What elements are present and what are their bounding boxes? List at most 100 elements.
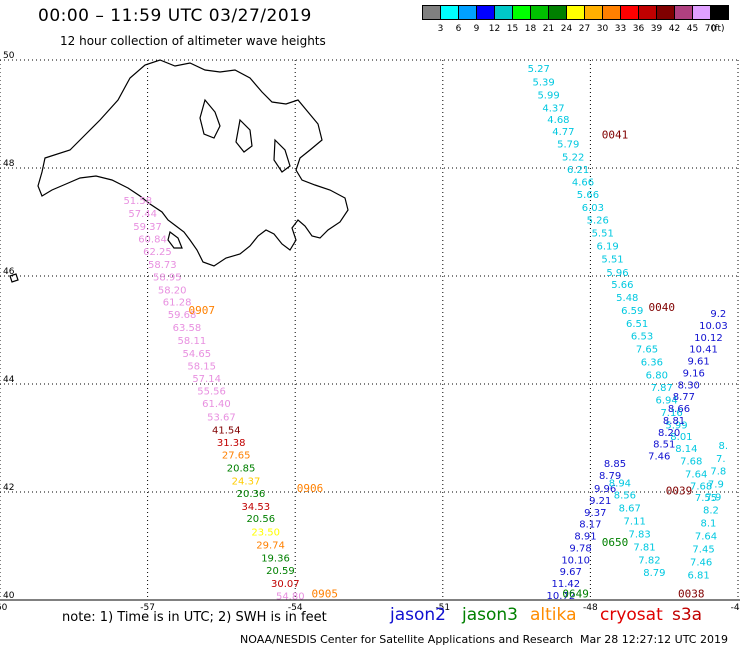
wave-height-value: 58.73 <box>148 260 177 271</box>
wave-height-value: 4.37 <box>542 103 564 114</box>
wave-height-value: 6.94 <box>656 395 678 406</box>
satellite-label-altika: altika <box>530 605 577 625</box>
wave-height-value: 58.15 <box>187 361 216 372</box>
scale-label: 24 <box>560 24 573 34</box>
scale-label: 33 <box>614 24 627 34</box>
generated-timestamp: Mar 28 12:27:12 UTC 2019 <box>580 633 728 646</box>
wave-height-value: 7.83 <box>628 529 650 540</box>
wave-height-value: 7.81 <box>633 542 655 553</box>
scale-label: 36 <box>632 24 645 34</box>
pass-time-label: 0039 <box>666 485 693 498</box>
wave-height-value: 7.68 <box>690 481 712 492</box>
scale-swatch <box>710 5 729 20</box>
axis-tick-labels: -60 -57 -54 -51 -48 -45 50 48 46 44 42 40 <box>0 51 740 613</box>
lat-tick-label: 42 <box>3 483 14 493</box>
wave-height-value: 27.65 <box>222 451 251 462</box>
wave-height-value: 4.66 <box>572 177 594 188</box>
wave-height-value: 59.68 <box>168 310 197 321</box>
wave-height-value: 57.14 <box>192 374 221 385</box>
wave-height-value: 58.95 <box>153 272 182 283</box>
wave-height-value: 7.87 <box>651 383 673 394</box>
wave-height-value: 8.2 <box>703 506 719 517</box>
wave-height-value: 7.68 <box>680 456 702 467</box>
wave-height-value: 6.19 <box>596 242 618 253</box>
wave-height-value: 51.58 <box>123 196 152 207</box>
wave-height-value: 8.77 <box>673 392 695 403</box>
wave-height-value: 6.59 <box>621 306 643 317</box>
wave-height-value: 10.12 <box>694 333 723 344</box>
wave-height-value: 8.20 <box>658 428 680 439</box>
wave-height-value: 5.99 <box>537 90 559 101</box>
wave-height-value: 5.51 <box>601 255 623 266</box>
wave-height-value: 6.03 <box>582 203 604 214</box>
wave-height-value: 8.67 <box>619 503 641 514</box>
wave-height-value: 9.67 <box>560 567 582 578</box>
lat-tick-label: 50 <box>3 51 15 61</box>
wave-height-value: 5.51 <box>592 229 614 240</box>
wave-height-value: 8.91 <box>574 532 596 543</box>
wave-height-value: 20.85 <box>227 463 256 474</box>
pass-time-labels: 004100400907090609050039065006490038065 <box>188 128 704 600</box>
wave-height-value: 9.21 <box>589 496 611 507</box>
scale-label: 18 <box>524 24 537 34</box>
pass-time-label: 0649 <box>562 587 589 600</box>
wave-height-value: 5.66 <box>577 190 599 201</box>
lon-tick-label: -60 <box>0 603 8 613</box>
credit-text: NOAA/NESDIS Center for Satellite Applica… <box>240 633 574 646</box>
wave-height-value: 10.41 <box>689 345 718 356</box>
wave-height-value: 29.74 <box>256 541 285 552</box>
wave-height-value: 9.16 <box>683 368 705 379</box>
wave-height-value: 54.80 <box>276 591 305 602</box>
altimeter-tracks: 5.27 5.39 5.99 4.374.684.775.79 5.22 6.214.66… <box>123 64 728 603</box>
wave-height-value: 9.61 <box>688 357 710 368</box>
wave-height-value: 41.54 <box>212 426 241 437</box>
wave-height-value: 5.96 <box>606 268 628 279</box>
satellite-label-cryosat: cryosat <box>600 605 663 625</box>
wave-height-value: 8.56 <box>614 490 636 501</box>
wave-height-value: 5.27 <box>528 64 550 75</box>
scale-label: 9 <box>473 24 480 34</box>
wave-height-value: 7.46 <box>648 452 670 463</box>
pass-time-label: 0907 <box>188 304 215 317</box>
satellite-label-s3a: s3a <box>672 605 703 625</box>
lon-tick-label: -51 <box>435 603 450 613</box>
wave-height-value: 30.07 <box>271 579 300 590</box>
wave-height-value: 8.85 <box>604 459 626 470</box>
scale-label: 30 <box>596 24 609 34</box>
wave-height-value: 57.44 <box>128 209 157 220</box>
page-title: 00:00 – 11:59 UTC 03/27/2019 <box>38 6 312 26</box>
wave-height-value: 8.79 <box>599 471 621 482</box>
scale-label: 42 <box>668 24 681 34</box>
wave-height-value: 61.40 <box>202 399 231 410</box>
wave-height-value: 5.79 <box>557 139 579 150</box>
pass-time-label: 0650 <box>602 536 629 549</box>
footer-note: note: 1) Time is in UTC; 2) SWH is in fe… <box>62 610 327 625</box>
wave-height-value: 19.36 <box>261 554 290 565</box>
wave-height-value: 8.81 <box>663 416 685 427</box>
wave-height-value: 8.66 <box>668 404 690 415</box>
lat-tick-label: 40 <box>3 591 15 601</box>
wave-height-value: 9.78 <box>569 543 591 554</box>
wave-height-value: 63.58 <box>173 323 202 334</box>
lon-tick-label: -48 <box>583 603 598 613</box>
wave-height-value: 5.26 <box>587 216 609 227</box>
lon-tick-label: -57 <box>140 603 155 613</box>
wave-height-value: 8.14 <box>675 444 697 455</box>
wave-height-value: 20.56 <box>246 514 275 525</box>
wave-height-value: 7.65 <box>636 345 658 356</box>
wave-height-value: 8.1 <box>701 519 717 530</box>
wave-height-value: 6.80 <box>646 371 668 382</box>
scale-label: 15 <box>506 24 519 34</box>
wave-height-value: 61.28 <box>163 298 192 309</box>
wave-height-value: 23.50 <box>251 528 280 539</box>
wave-height-value: 8.30 <box>678 380 700 391</box>
wave-height-value: 8.17 <box>579 520 601 531</box>
wave-height-value: 7.9 <box>708 480 724 491</box>
wave-height-value: 60.84 <box>138 235 167 246</box>
wave-height-value: 20.59 <box>266 566 295 577</box>
wave-height-value: 7.64 <box>685 469 707 480</box>
wave-height-value: 6.21 <box>567 165 589 176</box>
wave-height-value: 24.37 <box>232 476 261 487</box>
wave-height-value: 10.10 <box>561 555 590 566</box>
scale-label: 6 <box>455 24 462 34</box>
